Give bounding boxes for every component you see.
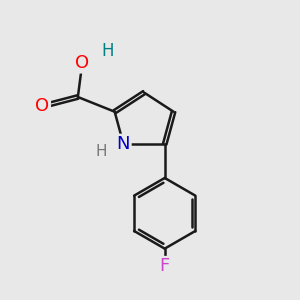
Text: O: O bbox=[75, 54, 89, 72]
Text: F: F bbox=[160, 257, 170, 275]
Text: H: H bbox=[96, 144, 107, 159]
Text: O: O bbox=[35, 97, 50, 115]
Text: N: N bbox=[117, 135, 130, 153]
Text: H: H bbox=[101, 42, 114, 60]
